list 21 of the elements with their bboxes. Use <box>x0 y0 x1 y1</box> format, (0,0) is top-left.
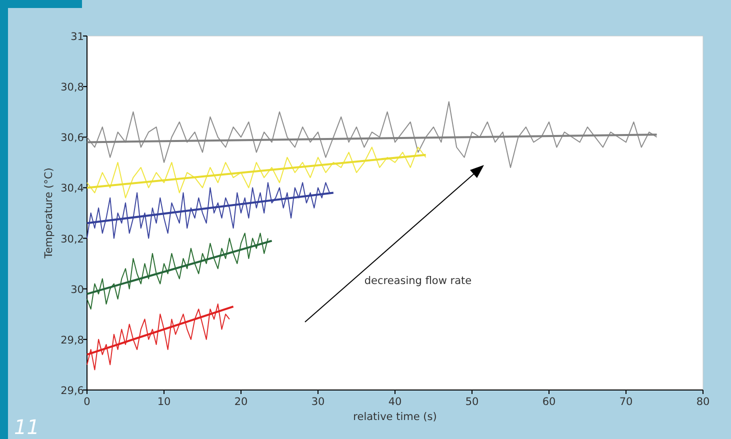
y-tick-label: 30,4 <box>60 182 84 195</box>
x-axis-title: relative time (s) <box>353 411 437 423</box>
y-tick-label: 31 <box>70 31 84 43</box>
x-tick-label: 10 <box>157 396 171 408</box>
x-tick-label: 40 <box>388 396 402 408</box>
text: 11 <box>14 415 40 439</box>
x-tick-label: 30 <box>311 396 325 408</box>
y-tick-label: 29,8 <box>60 334 84 346</box>
y-tick-label: 30,6 <box>60 132 84 144</box>
x-tick-label: 60 <box>542 396 556 408</box>
x-tick-label: 50 <box>465 396 479 408</box>
x-tick-label: 70 <box>619 396 633 408</box>
y-tick-label: 29,6 <box>60 385 84 397</box>
x-tick-label: 0 <box>84 396 90 408</box>
y-axis-title: Temperature (°C) <box>43 168 55 260</box>
y-tick-label: 30 <box>70 284 84 296</box>
x-tick-label: 20 <box>234 396 248 408</box>
y-tick-label: 30,2 <box>60 233 84 246</box>
x-tick-label: 80 <box>696 396 710 408</box>
annotation: decreasing flow rate <box>364 275 472 287</box>
y-tick-label: 30,8 <box>60 82 84 94</box>
